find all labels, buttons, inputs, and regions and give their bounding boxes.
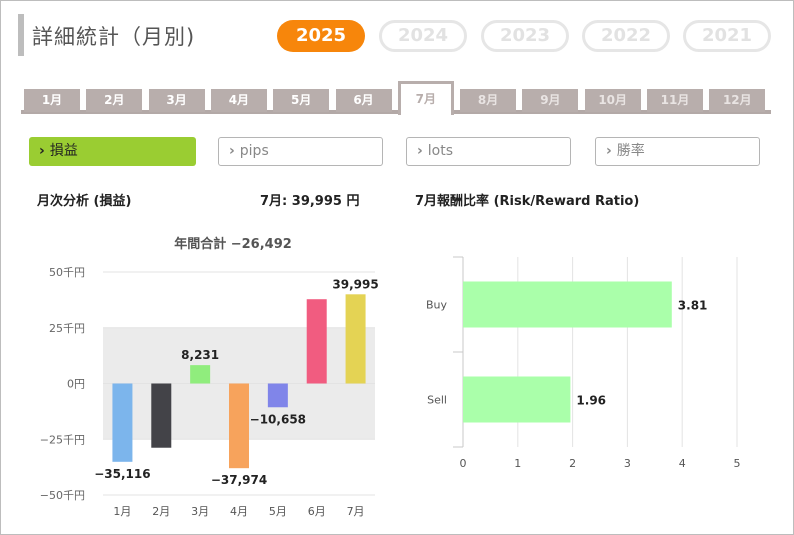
x-tick-label: 4月: [230, 505, 248, 518]
data-label: 39,995: [332, 277, 378, 291]
page-title: 詳細統計（月別): [32, 25, 196, 49]
metric-button-3[interactable]: › 勝率: [595, 137, 760, 166]
data-label: −10,658: [250, 412, 306, 426]
year-tab-2022[interactable]: 2022: [582, 20, 670, 52]
x-tick-label: 3: [624, 457, 631, 470]
bar-Buy: [463, 281, 672, 328]
month-tab-baseline: [21, 110, 771, 114]
month-tab-2[interactable]: 2月: [86, 89, 143, 112]
y-tick-label: 25千円: [49, 322, 85, 335]
chevron-right-icon: ›: [39, 143, 45, 159]
data-label: −37,974: [211, 473, 267, 487]
x-tick-label: 1月: [113, 505, 131, 518]
metric-label: 損益: [49, 143, 78, 159]
chevron-right-icon: ›: [417, 143, 423, 159]
bar-6月: [306, 299, 327, 384]
year-tab-2021[interactable]: 2021: [683, 20, 771, 52]
metric-label: lots: [427, 143, 454, 159]
metric-button-0[interactable]: › 損益: [29, 137, 196, 166]
data-label: 3.81: [678, 299, 708, 313]
month-tab-8[interactable]: 8月: [460, 89, 517, 112]
monthly-pnl-chart: 年間合計 −26,492 50千円 25千円 0円 −25千円 −50千円 1月 −35,11…: [40, 236, 379, 518]
bar-3月: [190, 365, 211, 384]
metric-button-1[interactable]: › pips: [218, 137, 383, 166]
month-tab-12[interactable]: 12月: [709, 89, 766, 112]
x-tick-label: 5月: [269, 505, 287, 518]
metric-label: pips: [239, 143, 269, 159]
x-tick-label: 2: [569, 457, 576, 470]
y-tick-label: −50千円: [40, 489, 85, 502]
x-tick-label: 0: [460, 457, 467, 470]
bar-2月: [151, 383, 172, 448]
risk-reward-chart: 0 1 2 3 4 5 Buy 3.81 Sell 1.96: [426, 256, 741, 470]
metric-button-2[interactable]: › lots: [406, 137, 571, 166]
bar-7月: [345, 294, 366, 384]
x-tick-label: 2月: [152, 505, 170, 518]
x-tick-label: 7月: [347, 505, 365, 518]
x-tick-label: 1: [514, 457, 521, 470]
month-tab-6[interactable]: 6月: [335, 89, 392, 112]
x-tick-label: 5: [734, 457, 741, 470]
month-tab-7[interactable]: 7月: [397, 81, 454, 115]
y-tick-label: Buy: [426, 299, 448, 312]
chart-title: 年間合計 −26,492: [174, 236, 292, 252]
rr-title: 7月報酬比率 (Risk/Reward Ratio): [415, 194, 640, 209]
x-tick-label: 4: [679, 457, 686, 470]
month-summary: 7月: 39,995 円: [260, 194, 360, 209]
month-tab-11[interactable]: 11月: [647, 89, 703, 112]
month-tab-3[interactable]: 3月: [148, 89, 205, 112]
month-tab-4[interactable]: 4月: [210, 89, 267, 112]
x-tick-label: 3月: [191, 505, 209, 518]
year-tab-2024[interactable]: 2024: [379, 20, 467, 52]
monthly-analysis-title: 月次分析 (損益): [37, 194, 132, 209]
data-label: 1.96: [576, 394, 606, 408]
chevron-right-icon: ›: [606, 143, 612, 159]
bar-Sell: [463, 376, 571, 423]
y-tick-label: 50千円: [49, 266, 85, 279]
month-tab-9[interactable]: 9月: [522, 89, 579, 112]
year-tab-2025[interactable]: 2025: [277, 20, 365, 52]
metric-label: 勝率: [616, 143, 645, 159]
title-accent-bar: [18, 14, 24, 56]
bar-5月: [267, 383, 288, 408]
month-tab-5[interactable]: 5月: [273, 89, 330, 112]
year-tab-2023[interactable]: 2023: [481, 20, 569, 52]
y-tick-label: Sell: [427, 394, 447, 407]
x-tick-label: 6月: [308, 505, 326, 518]
bar-1月: [112, 383, 133, 462]
bar-4月: [229, 383, 249, 469]
month-tab-1[interactable]: 1月: [24, 89, 80, 112]
month-tab-10[interactable]: 10月: [584, 89, 641, 112]
y-tick-label: −25千円: [40, 433, 85, 446]
data-label: 8,231: [181, 348, 219, 362]
y-tick-label: 0円: [67, 378, 85, 391]
chevron-right-icon: ›: [229, 143, 235, 159]
data-label: −35,116: [94, 467, 150, 481]
